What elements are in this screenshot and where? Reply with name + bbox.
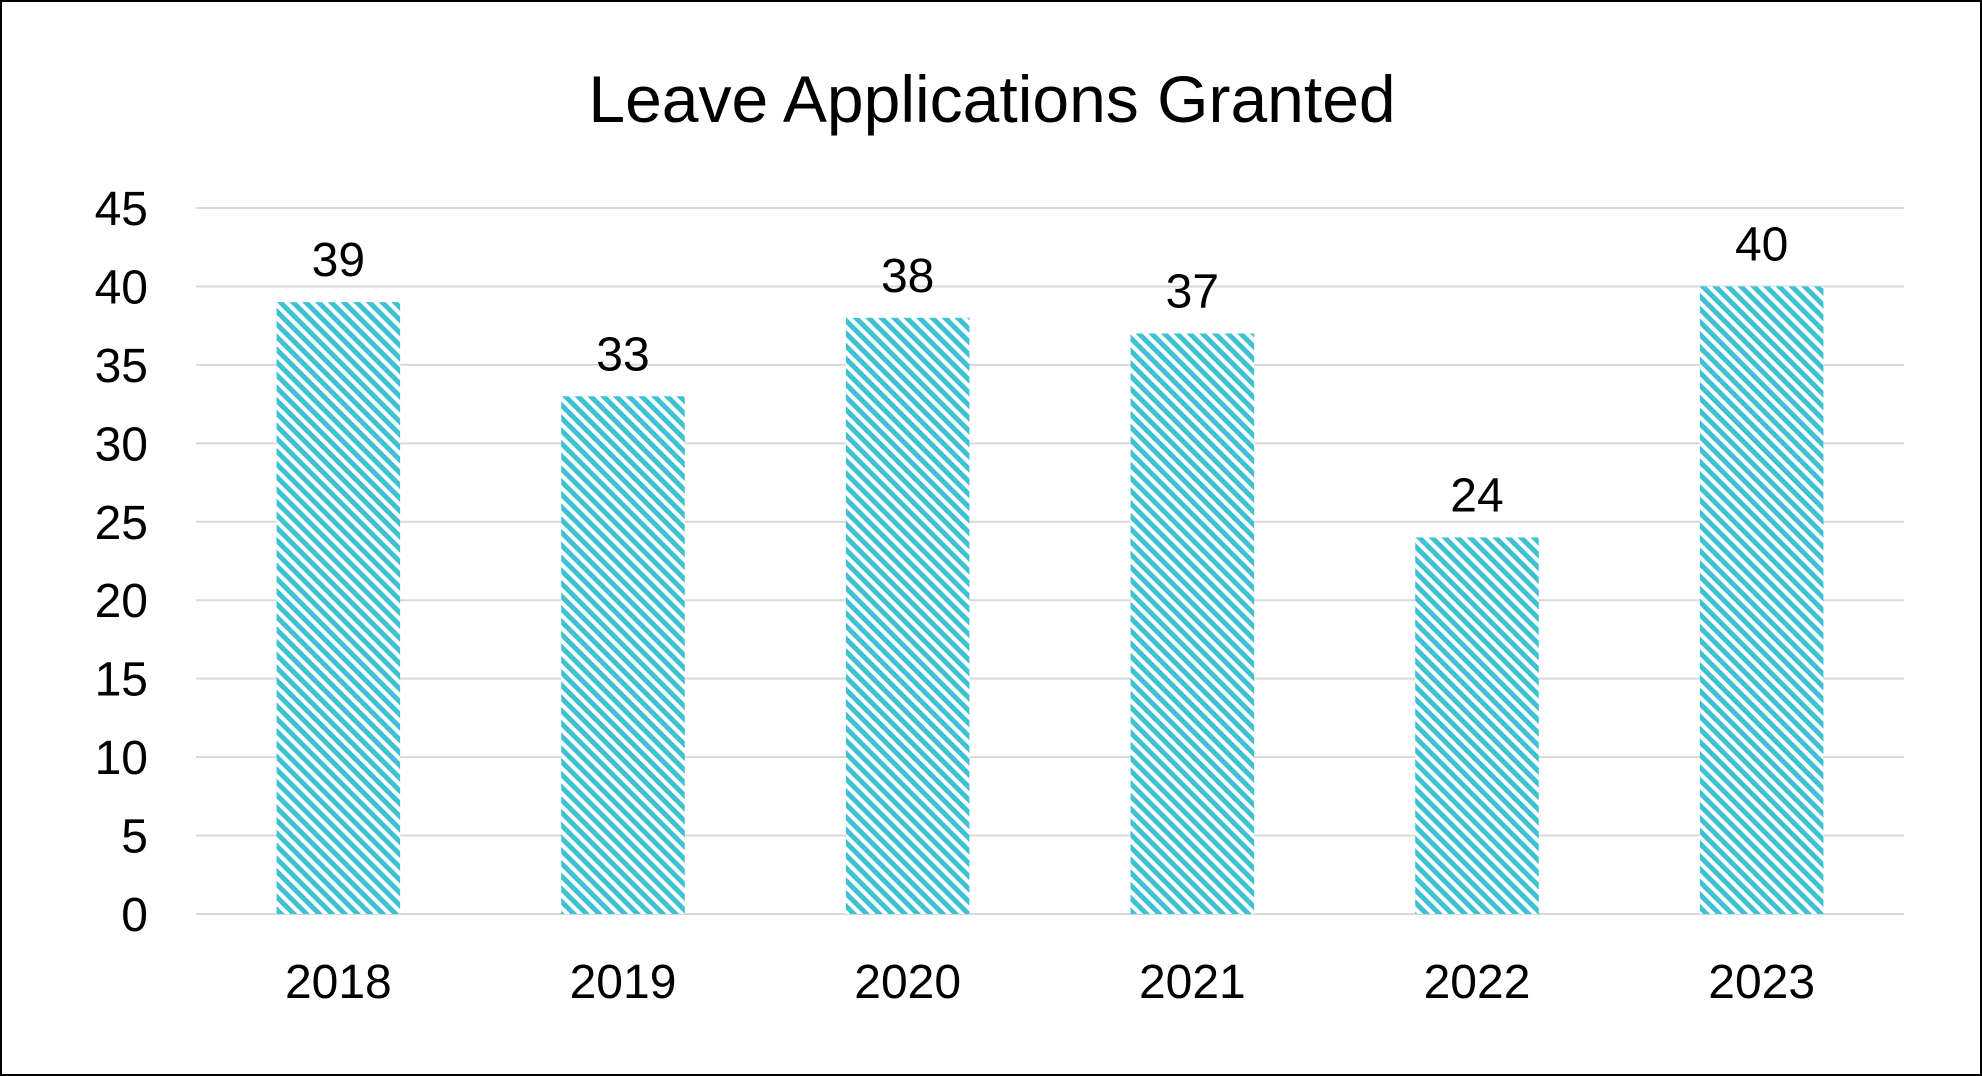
x-tick-label: 2022 [1424,956,1531,1009]
data-label-2021: 37 [1166,266,1219,319]
data-label-2023: 40 [1735,218,1788,271]
y-tick-label: 20 [95,575,148,628]
x-tick-label: 2023 [1708,956,1815,1009]
gridlines [196,207,1904,915]
y-tick-label: 0 [121,889,148,942]
y-tick-label: 25 [95,497,148,550]
y-tick-label: 5 [121,811,148,864]
bar-2020 [845,317,970,914]
bar-2018 [276,302,401,915]
bars [276,286,1824,915]
bar-2019 [561,396,685,914]
x-axis-ticks: 2018 2019 2020 2021 2022 2023 [285,956,1815,1009]
y-tick-label: 30 [95,418,148,471]
data-label-2020: 38 [881,250,934,303]
data-label-2019: 33 [596,328,649,381]
bar-2021 [1130,333,1255,914]
x-tick-label: 2019 [570,956,677,1009]
data-labels: 39 33 38 37 24 40 [312,218,1789,522]
data-label-2018: 39 [312,234,365,287]
x-tick-label: 2018 [285,956,392,1009]
data-label-2022: 24 [1450,469,1503,522]
y-tick-label: 15 [95,654,148,707]
bar-2023 [1699,286,1824,914]
y-tick-label: 10 [95,732,148,785]
y-tick-label: 45 [95,183,148,236]
x-tick-label: 2020 [854,956,961,1009]
chart-title: Leave Applications Granted [588,62,1395,136]
x-tick-label: 2021 [1139,956,1246,1009]
bar-2022 [1415,537,1539,914]
y-tick-label: 35 [95,340,148,393]
y-axis-ticks: 0 5 10 15 20 25 30 35 40 45 [95,183,148,942]
y-tick-label: 40 [95,261,148,314]
